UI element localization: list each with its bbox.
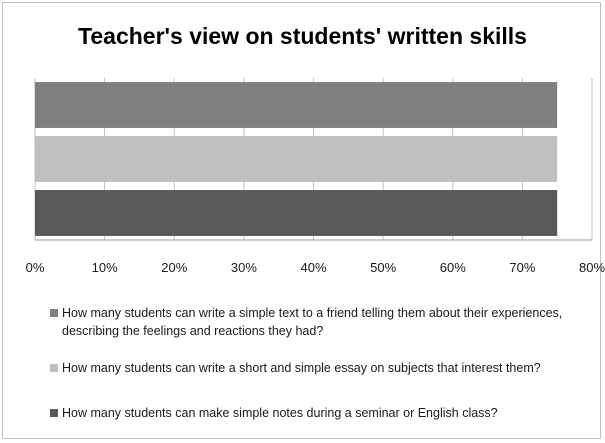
x-tick-label-1: 10% xyxy=(92,260,118,275)
bar-1 xyxy=(35,136,558,182)
x-tick-label-6: 60% xyxy=(440,260,466,275)
x-tick-label-4: 40% xyxy=(300,260,326,275)
x-tick-label-0: 0% xyxy=(26,260,45,275)
x-tick-label-2: 20% xyxy=(161,260,187,275)
bar-2 xyxy=(35,190,558,236)
bar-0 xyxy=(35,82,558,128)
chart-title: Teacher's view on students' written skil… xyxy=(78,23,527,49)
x-tick-label-8: 80% xyxy=(579,260,605,275)
x-tick-label-3: 30% xyxy=(231,260,257,275)
x-tick-label-5: 50% xyxy=(370,260,396,275)
x-tick-label-7: 70% xyxy=(509,260,535,275)
